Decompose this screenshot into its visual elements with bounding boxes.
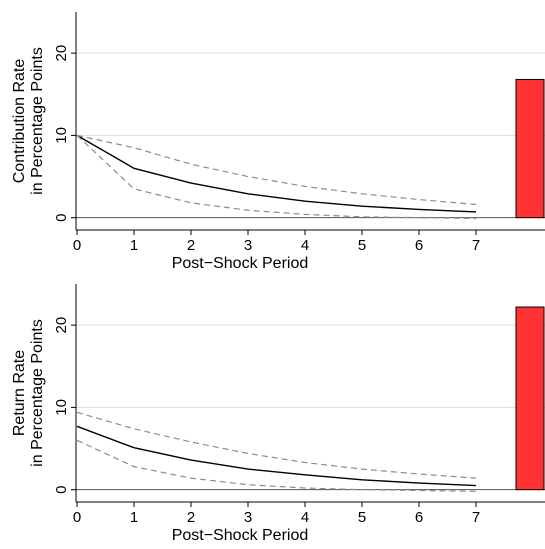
y-tick-label: 10 (53, 127, 70, 144)
y-axis-title-line: Return Rate (11, 350, 28, 436)
y-tick-label: 20 (53, 317, 70, 334)
x-tick-label: 2 (187, 237, 195, 254)
lower-bound-line (76, 439, 477, 492)
y-axis-title-line: Contribution Rate (11, 59, 28, 184)
x-tick-label: 5 (358, 509, 366, 526)
x-tick-label: 7 (472, 509, 480, 526)
x-tick-label: 2 (187, 509, 195, 526)
x-tick-label: 3 (244, 237, 252, 254)
x-tick-label: 1 (130, 237, 138, 254)
lower-bound-line (76, 134, 477, 220)
y-axis-title-line: in Percentage Points (29, 47, 46, 195)
x-tick-label: 0 (73, 237, 81, 254)
x-tick-label: 3 (244, 509, 252, 526)
x-axis-title: Post−Shock Period (172, 527, 309, 544)
estimate-line (76, 425, 477, 487)
y-tick-label: 0 (53, 485, 70, 493)
chart-panel-return: 0 10 20 0 1 2 3 4 5 6 7 Post−Shock Period Return Rat… (11, 284, 545, 544)
x-tick-label: 0 (73, 509, 81, 526)
x-tick-label: 4 (301, 237, 309, 254)
summary-bar (515, 78, 545, 219)
chart-panel-contribution: 0 10 20 0 1 2 3 4 5 6 7 Post−Shock Period Contributi… (11, 12, 545, 272)
y-tick-label: 10 (53, 399, 70, 416)
estimate-line (76, 134, 477, 213)
x-tick-label: 5 (358, 237, 366, 254)
y-tick-label: 20 (53, 45, 70, 62)
x-tick-label: 6 (415, 237, 423, 254)
y-tick-label: 0 (53, 213, 70, 221)
x-tick-label: 7 (472, 237, 480, 254)
upper-bound-line (76, 134, 477, 206)
x-tick-label: 4 (301, 509, 309, 526)
x-axis-title: Post−Shock Period (172, 255, 309, 272)
y-axis-title-line: in Percentage Points (29, 319, 46, 467)
summary-bar (515, 306, 545, 491)
x-tick-label: 1 (130, 509, 138, 526)
x-tick-label: 6 (415, 509, 423, 526)
upper-bound-line (76, 411, 477, 479)
